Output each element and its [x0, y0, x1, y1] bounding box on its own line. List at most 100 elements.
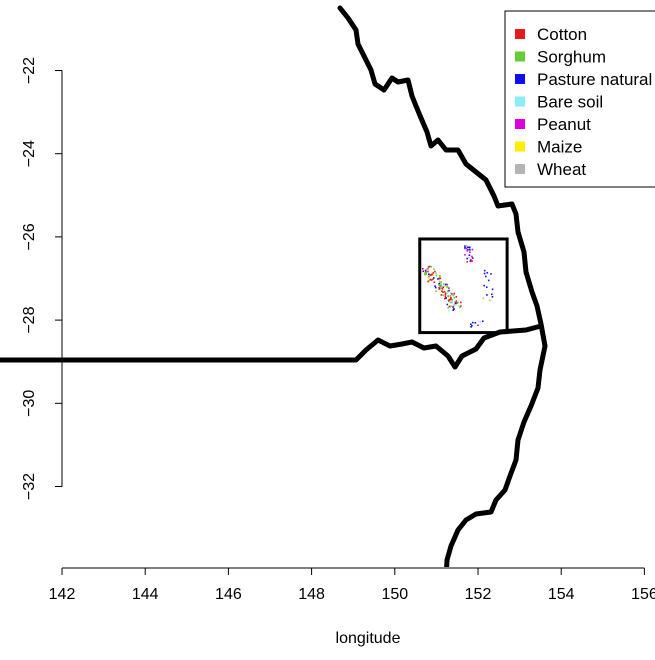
crop-point	[448, 298, 451, 301]
crop-point	[424, 269, 427, 272]
crop-point	[430, 265, 432, 268]
crop-point	[489, 299, 491, 302]
crop-point	[438, 286, 440, 289]
crop-point	[430, 274, 433, 276]
crop-point	[472, 321, 474, 324]
crop-point	[460, 305, 462, 307]
crop-point	[433, 281, 436, 283]
crop-point	[440, 283, 442, 285]
crop-point	[485, 286, 488, 288]
crop-point	[427, 266, 430, 268]
legend-label: Wheat	[537, 160, 586, 179]
crop-point	[452, 305, 455, 308]
crop-point	[447, 295, 449, 297]
crop-point	[451, 293, 453, 295]
crop-point	[444, 283, 447, 286]
crop-point	[486, 294, 488, 296]
crop-point	[426, 268, 429, 271]
crop-point	[450, 302, 453, 304]
crop-point	[442, 283, 445, 285]
crop-point	[442, 294, 444, 297]
crop-point	[429, 274, 432, 276]
crop-point	[464, 245, 466, 247]
crop-point	[456, 302, 458, 304]
legend-label: Maize	[537, 138, 582, 157]
crop-point	[483, 284, 485, 287]
crop-point	[453, 303, 456, 306]
legend-item: Peanut	[515, 115, 591, 134]
crop-point	[441, 290, 443, 292]
crop-point	[464, 254, 466, 256]
legend: Cotton Sorghum Pasture natural Bare soil Pea…	[504, 10, 655, 188]
crop-point	[468, 246, 471, 249]
legend-box	[504, 10, 655, 188]
crop-point	[479, 321, 482, 323]
legend-swatch	[515, 74, 525, 84]
crop-point	[469, 249, 471, 251]
crop-point	[467, 246, 470, 249]
crop-point	[439, 285, 441, 288]
legend-swatch	[515, 119, 525, 129]
crop-point	[454, 302, 457, 304]
crop-point	[435, 274, 438, 277]
crop-point	[470, 260, 472, 263]
crop-point	[474, 322, 477, 324]
crop-point	[430, 279, 433, 281]
crop-point	[439, 277, 442, 280]
crop-point	[482, 320, 484, 323]
crop-point	[444, 295, 447, 298]
crop-point	[440, 287, 442, 289]
crop-point	[453, 296, 456, 299]
boundaries-layer	[0, 5, 548, 567]
legend-swatch	[515, 164, 525, 174]
x-tick-label: 146	[215, 586, 242, 603]
legend-item: Cotton	[515, 25, 587, 44]
crop-point	[464, 247, 466, 249]
crop-point	[438, 288, 440, 290]
crop-point	[491, 293, 493, 296]
crop-point	[491, 288, 494, 291]
crop-point	[434, 285, 436, 287]
crop-point	[471, 324, 473, 327]
crop-point	[454, 301, 456, 303]
crop-point	[446, 286, 448, 288]
x-tick-label: 150	[381, 586, 408, 603]
crop-point	[438, 284, 440, 286]
crop-point	[466, 261, 468, 263]
crop-point	[442, 291, 444, 293]
crop-point	[449, 295, 452, 297]
crop-point	[422, 270, 425, 273]
crop-point	[448, 305, 451, 308]
crop-point	[483, 272, 486, 275]
crop-point	[427, 280, 429, 283]
legend-item: Sorghum	[515, 48, 606, 67]
crop-point	[490, 273, 492, 275]
crop-point	[448, 289, 450, 292]
crop-point	[466, 257, 468, 260]
crop-point	[438, 280, 441, 283]
crop-point	[428, 279, 431, 282]
crop-point	[450, 296, 452, 299]
crop-point	[465, 247, 468, 250]
crop-point	[424, 272, 426, 275]
crop-point	[446, 292, 448, 295]
crop-point	[477, 324, 479, 327]
crop-point	[445, 297, 447, 300]
crop-point	[471, 260, 473, 262]
crop-point	[432, 271, 435, 274]
crop-point	[449, 301, 452, 304]
crop-point	[471, 255, 473, 258]
crop-point	[422, 268, 424, 270]
state-border	[0, 323, 544, 370]
crop-point	[453, 293, 455, 296]
crop-point	[469, 251, 471, 253]
crop-point	[438, 283, 440, 285]
crop-point	[457, 301, 459, 304]
crop-point	[485, 275, 487, 278]
legend-swatch	[515, 141, 525, 152]
crop-point	[444, 297, 446, 300]
coastline-boundary	[337, 5, 548, 567]
crop-point	[427, 277, 430, 279]
